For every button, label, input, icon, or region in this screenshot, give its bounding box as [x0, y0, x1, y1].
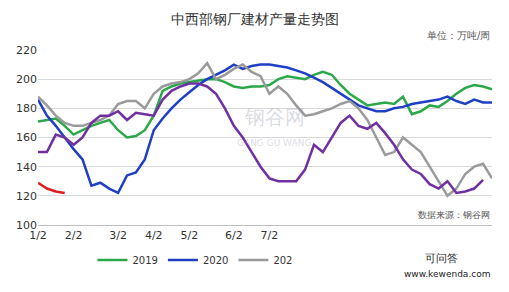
svg-text:2/2: 2/2 — [65, 229, 83, 242]
svg-text:7/2: 7/2 — [261, 229, 279, 242]
svg-text:140: 140 — [16, 161, 37, 174]
svg-text:可问答: 可问答 — [425, 252, 458, 265]
svg-text:100: 100 — [16, 219, 37, 232]
svg-text:2020: 2020 — [203, 255, 228, 266]
svg-text:中西部钢厂建材产量走势图: 中西部钢厂建材产量走势图 — [171, 11, 339, 27]
svg-text:钢谷网: 钢谷网 — [244, 105, 305, 129]
svg-text:4/2: 4/2 — [145, 229, 163, 242]
svg-text:220: 220 — [16, 44, 37, 57]
svg-text:3/2: 3/2 — [109, 229, 127, 242]
svg-text:120: 120 — [16, 190, 37, 203]
svg-text:1/2: 1/2 — [29, 229, 47, 242]
svg-text:160: 160 — [16, 131, 37, 144]
svg-text:单位：万吨/周: 单位：万吨/周 — [427, 30, 490, 41]
svg-text:6/2: 6/2 — [225, 229, 243, 242]
svg-text:GANG GU WANG: GANG GU WANG — [237, 138, 311, 148]
svg-text:2019: 2019 — [132, 255, 157, 266]
svg-text:5/2: 5/2 — [180, 229, 198, 242]
svg-text:www.kewenda.com: www.kewenda.com — [404, 269, 490, 279]
svg-text:200: 200 — [16, 73, 37, 86]
svg-text:202: 202 — [273, 255, 292, 266]
svg-text:数据来源：钢谷网: 数据来源：钢谷网 — [418, 210, 490, 220]
svg-text:180: 180 — [16, 102, 37, 115]
